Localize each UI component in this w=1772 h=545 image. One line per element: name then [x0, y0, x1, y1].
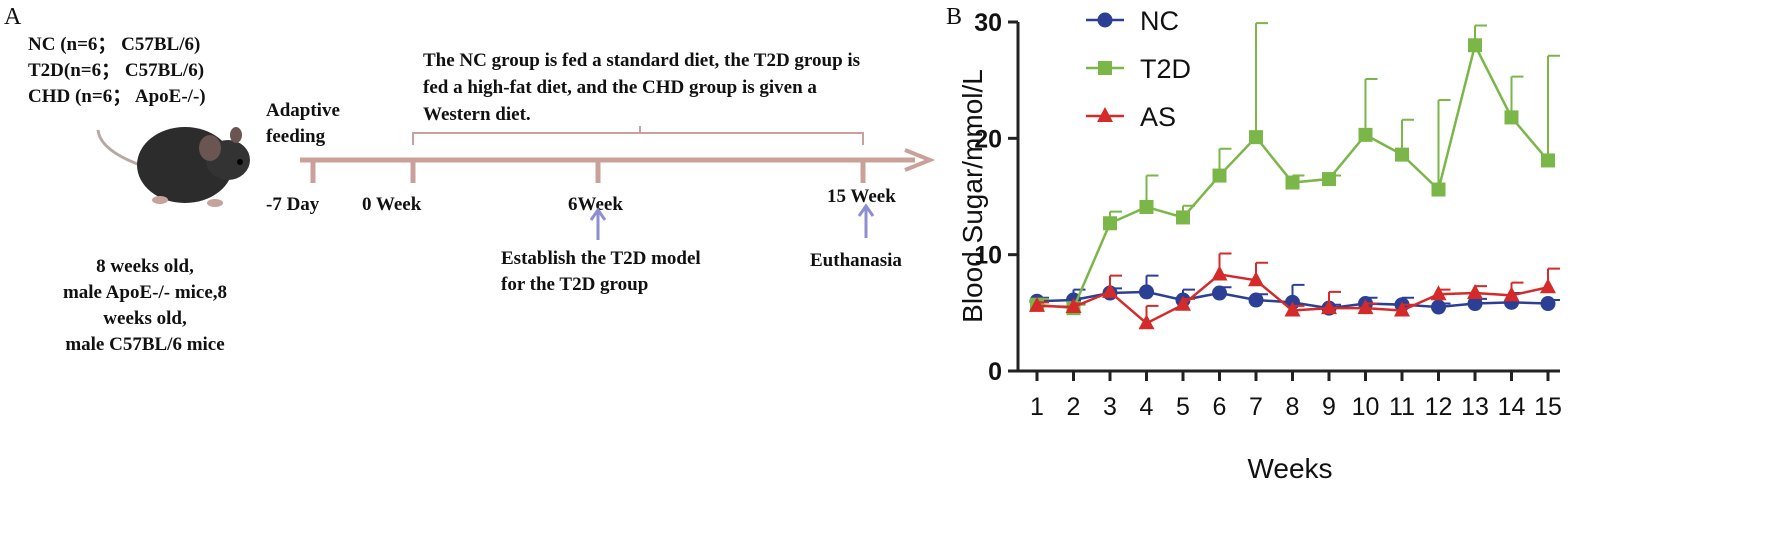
marker: [1431, 299, 1446, 315]
x-tick-label: 13: [1461, 393, 1489, 421]
error-bar: [1437, 98, 1451, 190]
marker: [1097, 12, 1113, 28]
marker: [1249, 130, 1263, 145]
marker: [1284, 301, 1301, 317]
marker: [1103, 216, 1117, 231]
note-text: male C57BL/6 mice: [65, 334, 224, 355]
group-text: T2D(n=6； C57BL/6): [28, 60, 204, 81]
group-text: NC (n=6； C57BL/6): [28, 34, 200, 55]
x-tick-label: 7: [1249, 393, 1263, 421]
marker: [1394, 301, 1410, 317]
x-tick-label: 6: [1213, 393, 1227, 421]
marker: [1285, 175, 1300, 190]
x-tick-label: 5: [1176, 393, 1190, 421]
marker: [1504, 110, 1519, 125]
note-text: 8 weeks old,: [96, 256, 194, 277]
note-text: weeks old,: [103, 308, 187, 329]
adaptive-text: Adaptive: [266, 100, 340, 121]
model-text: for the T2D group: [501, 274, 648, 295]
series: [1029, 252, 1560, 330]
timepoint: 0 Week: [362, 194, 422, 215]
x-tick-label: 15: [1534, 393, 1562, 421]
marker: [1467, 284, 1483, 300]
x-tick-label: 4: [1140, 393, 1154, 421]
marker: [1503, 286, 1520, 302]
brace: [412, 126, 864, 145]
timepoint: 15 Week: [827, 186, 896, 207]
marker: [1395, 147, 1409, 162]
error-bar: [1547, 54, 1560, 161]
adaptive-text: feeding: [266, 126, 326, 147]
x-tick-label: 11: [1389, 393, 1415, 421]
marker: [1468, 38, 1482, 53]
note-text: male ApoE-/- mice,8: [63, 282, 227, 303]
marker: [1212, 168, 1227, 183]
x-tick-label: 10: [1352, 393, 1380, 421]
error-bar: [1255, 22, 1268, 138]
diet-text: The NC group is fed a standard diet, the…: [423, 50, 860, 71]
marker: [1248, 271, 1264, 287]
x-tick-label: 8: [1286, 393, 1300, 421]
diet-text: Western diet.: [423, 104, 531, 125]
error-bar: [1364, 78, 1378, 135]
mouse-illustration: [96, 127, 250, 207]
marker: [1467, 296, 1483, 312]
marker: [1212, 285, 1227, 301]
marker: [1139, 284, 1154, 300]
marker: [1322, 172, 1336, 187]
timepoint: -7 Day: [266, 194, 320, 215]
marker: [1139, 199, 1154, 214]
marker: [1358, 127, 1373, 142]
x-tick-label: 2: [1067, 393, 1081, 421]
x-tick-label: 12: [1425, 393, 1453, 421]
marker: [1175, 295, 1191, 311]
group-text: CHD (n=6； ApoE-/-): [28, 86, 206, 107]
marker: [1540, 278, 1556, 294]
marker: [1430, 285, 1447, 301]
panel-label: B: [946, 4, 962, 30]
arrows: [589, 203, 875, 240]
marker: [1321, 299, 1337, 315]
y-tick-label: 20: [974, 125, 1002, 153]
marker: [1029, 296, 1045, 312]
x-tick-label: 1: [1030, 393, 1044, 421]
end-text: Euthanasia: [810, 250, 902, 271]
legend-label: AS: [1140, 102, 1176, 132]
timepoint: 6Week: [568, 194, 623, 215]
x-tick-label: 14: [1498, 393, 1526, 421]
marker: [1540, 296, 1556, 312]
marker: [1098, 61, 1112, 75]
timeline: [300, 148, 936, 183]
y-tick-label: 0: [988, 358, 1002, 386]
y-axis-label: Blood Sugar/mmol/L: [957, 69, 988, 323]
legend-label: NC: [1140, 6, 1179, 36]
marker: [1097, 107, 1113, 122]
marker: [1248, 292, 1264, 308]
marker: [1541, 153, 1555, 168]
legend-label: T2D: [1140, 54, 1191, 84]
x-axis-label: Weeks: [1247, 453, 1332, 484]
marker: [1176, 210, 1190, 225]
marker: [1102, 282, 1118, 298]
y-tick-label: 30: [974, 9, 1002, 37]
x-tick-label: 9: [1322, 393, 1336, 421]
marker: [1431, 182, 1446, 197]
x-tick-label: 3: [1103, 393, 1117, 421]
y-tick-label: 10: [974, 242, 1002, 270]
panel-label: A: [4, 4, 22, 30]
marker: [1211, 265, 1228, 281]
diet-text: fed a high-fat diet, and the CHD group i…: [423, 77, 817, 98]
marker: [1138, 314, 1155, 330]
marker: [1065, 298, 1082, 314]
model-text: Establish the T2D model: [501, 248, 701, 269]
marker: [1357, 299, 1374, 315]
